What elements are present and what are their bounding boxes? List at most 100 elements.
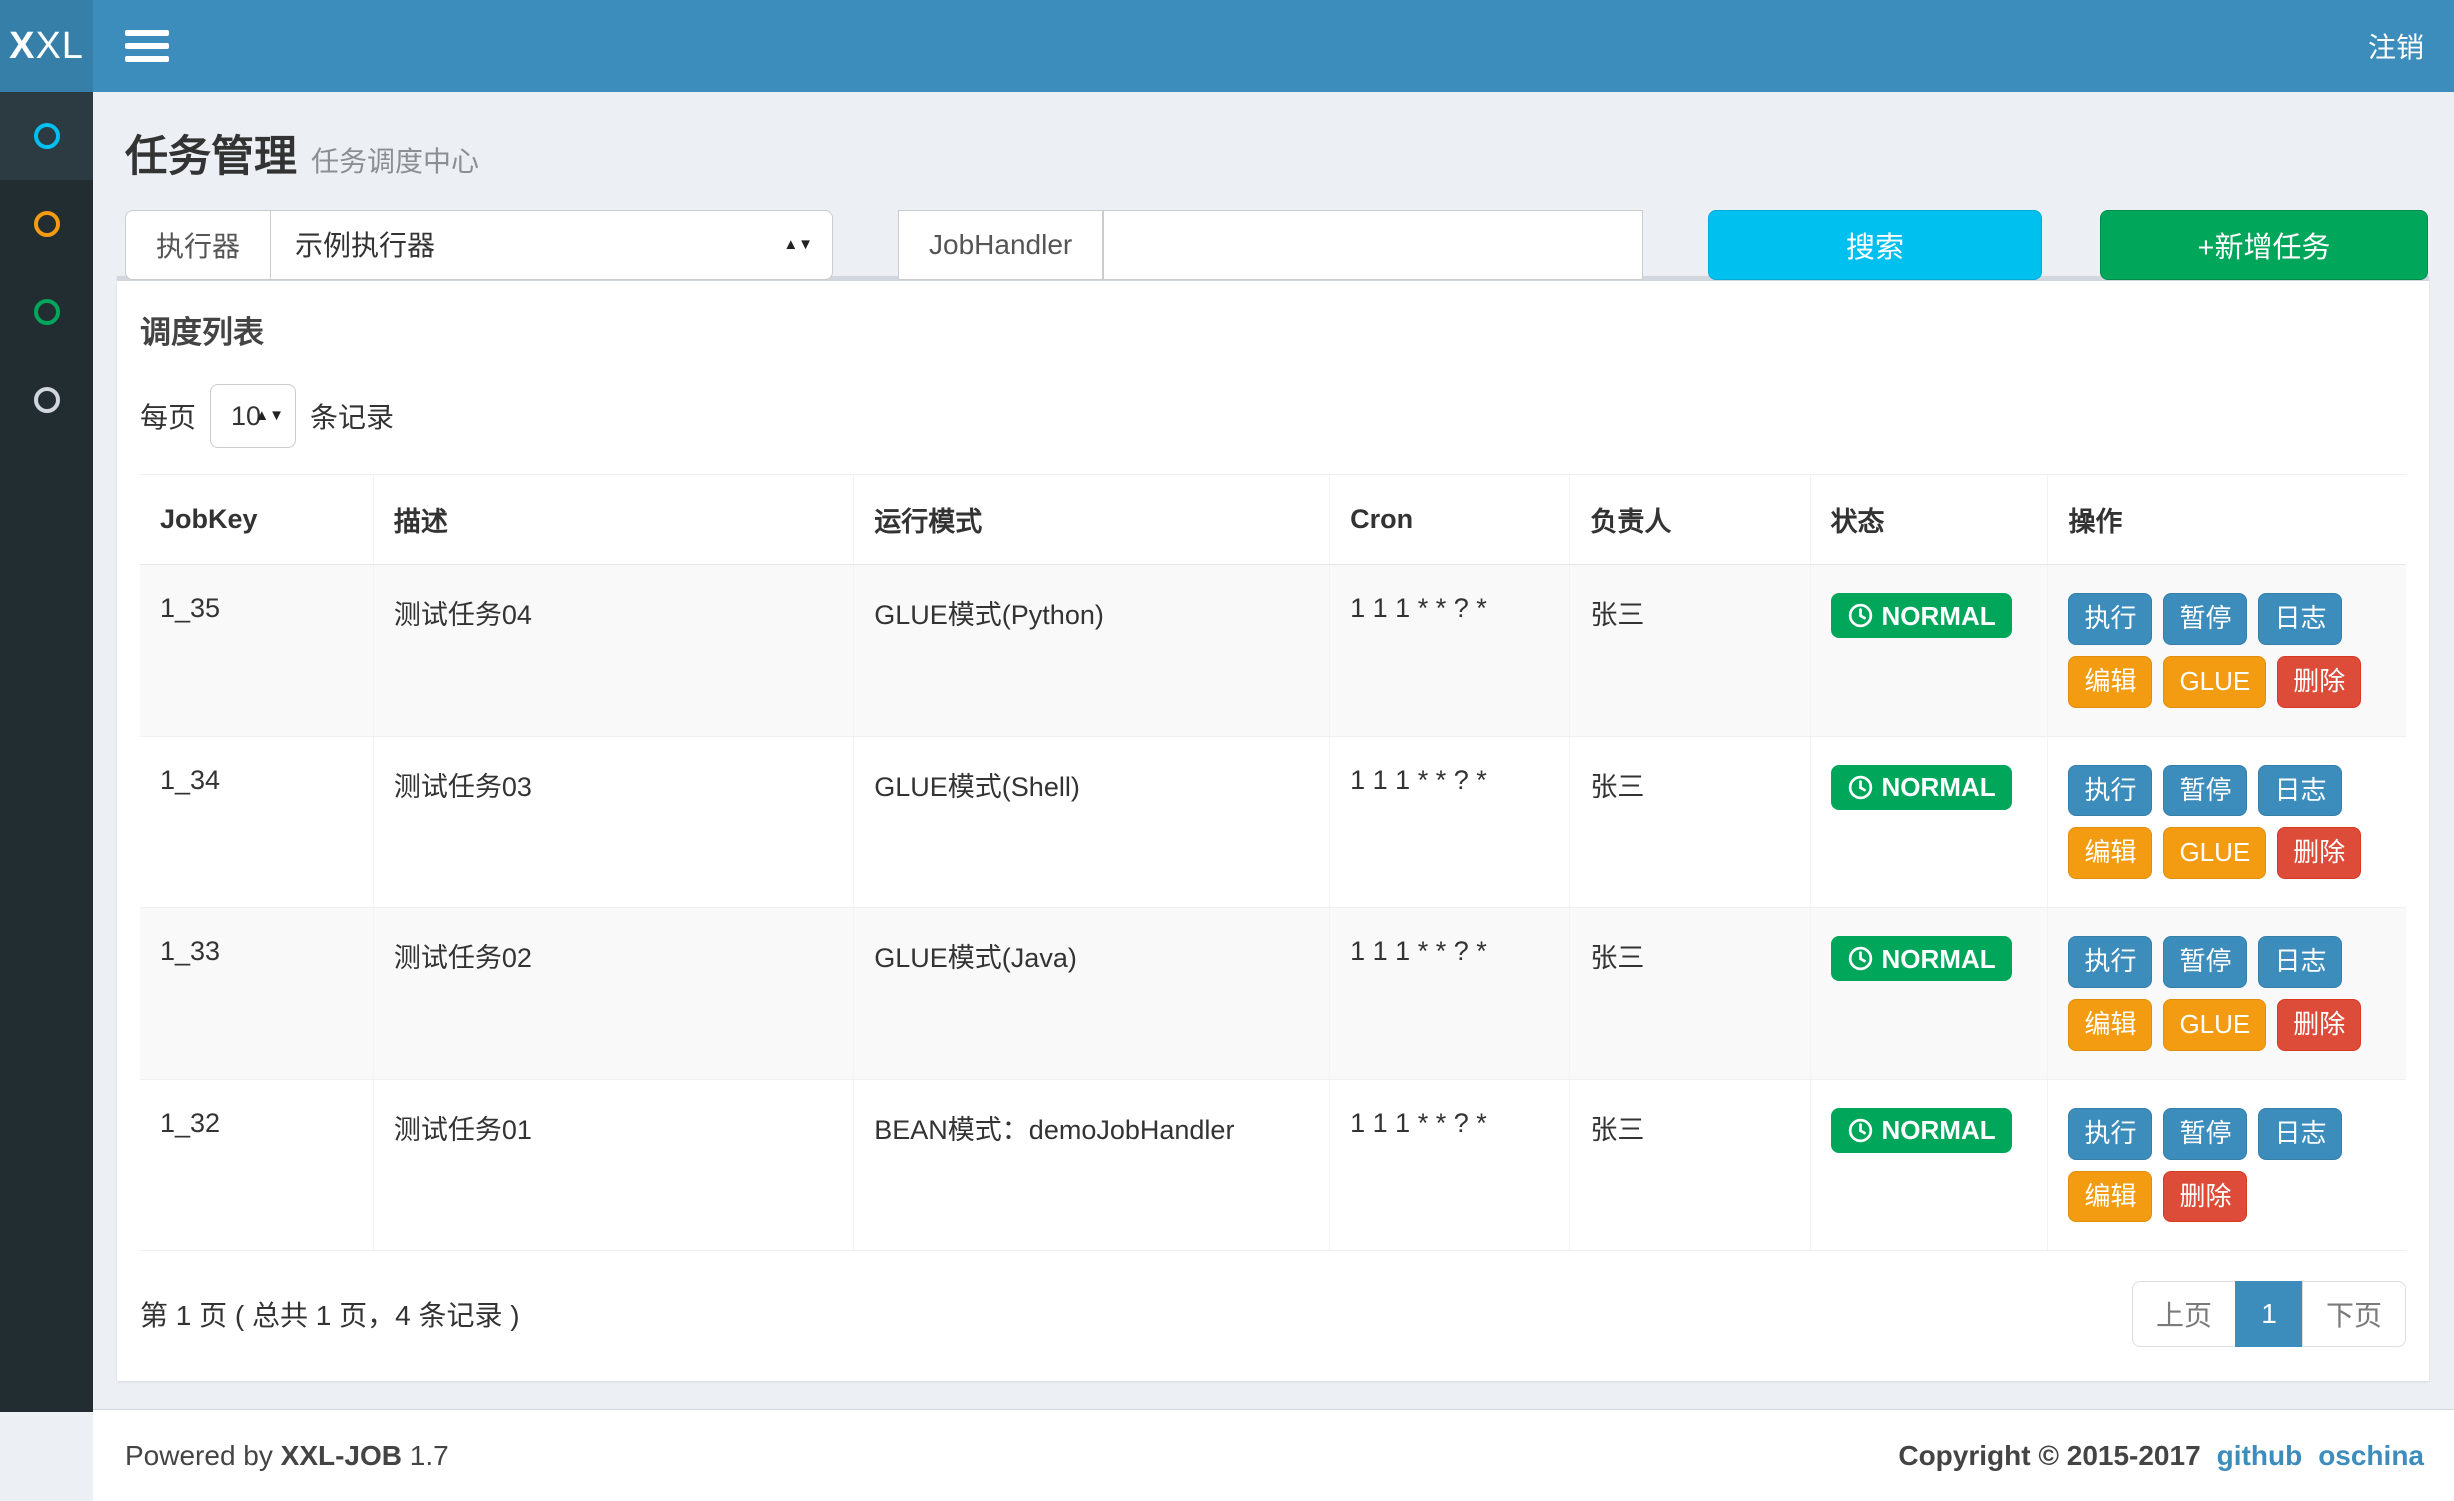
ops-cell: 执行暂停日志编辑删除 — [2048, 1079, 2406, 1251]
sidebar-toggle-icon[interactable] — [125, 24, 169, 68]
page-size-suffix: 条记录 — [310, 396, 394, 436]
jobkey-cell: 1_32 — [140, 1079, 373, 1251]
page-size-select[interactable]: 10 — [210, 384, 296, 448]
pause-button[interactable]: 暂停 — [2163, 936, 2247, 988]
cron-cell: 1 1 1 * * ? * — [1330, 908, 1570, 1080]
delete-button[interactable]: 删除 — [2163, 1171, 2247, 1223]
pause-button[interactable]: 暂停 — [2163, 1108, 2247, 1160]
search-button[interactable]: 搜索 — [1708, 210, 2042, 280]
column-header-cron: Cron — [1330, 475, 1570, 565]
edit-button[interactable]: 编辑 — [2068, 999, 2152, 1051]
jobkey-cell: 1_35 — [140, 565, 373, 737]
owner-cell: 张三 — [1570, 908, 1810, 1080]
edit-button[interactable]: 编辑 — [2068, 1171, 2152, 1223]
owner-cell: 张三 — [1570, 736, 1810, 908]
glue-button[interactable]: GLUE — [2163, 999, 2266, 1051]
page-title-text: 任务管理 — [125, 122, 297, 184]
status-badge: NORMAL — [1831, 1108, 2012, 1153]
status-text: NORMAL — [1882, 774, 1996, 800]
logout-link[interactable]: 注销 — [2368, 26, 2424, 66]
status-cell: NORMAL — [1810, 736, 2048, 908]
content-wrapper: 任务管理 任务调度中心 执行器 示例执行器 ▲▼ JobHandler 搜索 +… — [93, 92, 2454, 1381]
status-text: NORMAL — [1882, 946, 1996, 972]
oschina-link[interactable]: oschina — [2318, 1440, 2424, 1472]
panel-title: 调度列表 — [140, 281, 2406, 352]
sidebar-item-2[interactable] — [0, 180, 93, 268]
delete-button[interactable]: 删除 — [2277, 656, 2361, 708]
executor-select[interactable]: 示例执行器 — [270, 210, 833, 280]
copyright-text: Copyright © 2015-2017 — [1898, 1440, 2200, 1472]
copyright: Copyright © 2015-2017 github oschina — [1898, 1440, 2424, 1472]
jobhandler-input[interactable] — [1103, 210, 1643, 280]
executor-filter-group: 执行器 示例执行器 ▲▼ — [125, 210, 833, 280]
desc-cell: 测试任务04 — [373, 565, 853, 737]
pager: 上页 1 下页 — [2132, 1281, 2406, 1347]
mode-cell: GLUE模式(Java) — [854, 908, 1330, 1080]
jobkey-cell: 1_33 — [140, 908, 373, 1080]
prev-page-button[interactable]: 上页 — [2132, 1281, 2236, 1347]
filter-toolbar: 执行器 示例执行器 ▲▼ JobHandler 搜索 +新增任务 — [125, 210, 2428, 280]
executor-label: 执行器 — [125, 210, 270, 280]
delete-button[interactable]: 删除 — [2277, 999, 2361, 1051]
log-button[interactable]: 日志 — [2258, 765, 2342, 817]
table-header-row: JobKey 描述 运行模式 Cron 负责人 状态 操作 — [140, 475, 2406, 565]
page-title: 任务管理 任务调度中心 — [125, 122, 2424, 184]
circle-icon — [34, 299, 60, 325]
github-link[interactable]: github — [2217, 1440, 2303, 1472]
glue-button[interactable]: GLUE — [2163, 656, 2266, 708]
status-badge: NORMAL — [1831, 936, 2012, 981]
glue-button[interactable]: GLUE — [2163, 827, 2266, 879]
jobkey-cell: 1_34 — [140, 736, 373, 908]
status-text: NORMAL — [1882, 1117, 1996, 1143]
column-header-desc: 描述 — [373, 475, 853, 565]
sidebar-item-1[interactable] — [0, 92, 93, 180]
sidebar-item-4[interactable] — [0, 356, 93, 444]
run-button[interactable]: 执行 — [2068, 1108, 2152, 1160]
powered-by: Powered by XXL-JOB 1.7 — [125, 1440, 449, 1472]
pause-button[interactable]: 暂停 — [2163, 765, 2247, 817]
product-version: 1.7 — [410, 1440, 449, 1471]
logo-text-bold: X — [9, 25, 35, 68]
log-button[interactable]: 日志 — [2258, 593, 2342, 645]
run-button[interactable]: 执行 — [2068, 936, 2152, 988]
page-footer: Powered by XXL-JOB 1.7 Copyright © 2015-… — [93, 1409, 2454, 1501]
edit-button[interactable]: 编辑 — [2068, 656, 2152, 708]
log-button[interactable]: 日志 — [2258, 1108, 2342, 1160]
pagination-bar: 第 1 页 ( 总共 1 页，4 条记录 ) 上页 1 下页 — [140, 1251, 2406, 1381]
cron-cell: 1 1 1 * * ? * — [1330, 565, 1570, 737]
jobhandler-filter-group: JobHandler — [898, 210, 1643, 280]
add-job-button[interactable]: +新增任务 — [2100, 210, 2428, 280]
pause-button[interactable]: 暂停 — [2163, 593, 2247, 645]
edit-button[interactable]: 编辑 — [2068, 827, 2152, 879]
status-cell: NORMAL — [1810, 908, 2048, 1080]
clock-icon — [1847, 945, 1874, 972]
sidebar — [0, 92, 93, 1412]
clock-icon — [1847, 1117, 1874, 1144]
current-page-button[interactable]: 1 — [2235, 1281, 2303, 1347]
sidebar-item-3[interactable] — [0, 268, 93, 356]
status-cell: NORMAL — [1810, 1079, 2048, 1251]
pagination-info: 第 1 页 ( 总共 1 页，4 条记录 ) — [140, 1294, 520, 1334]
status-badge: NORMAL — [1831, 765, 2012, 810]
circle-icon — [34, 211, 60, 237]
run-button[interactable]: 执行 — [2068, 593, 2152, 645]
run-button[interactable]: 执行 — [2068, 765, 2152, 817]
page-size-control: 每页 10 ▲▼ 条记录 — [140, 384, 2406, 448]
powered-prefix: Powered by — [125, 1440, 273, 1471]
next-page-button[interactable]: 下页 — [2302, 1281, 2406, 1347]
column-header-mode: 运行模式 — [854, 475, 1330, 565]
page-size-prefix: 每页 — [140, 396, 196, 436]
column-header-jobkey: JobKey — [140, 475, 373, 565]
log-button[interactable]: 日志 — [2258, 936, 2342, 988]
page-subtitle: 任务调度中心 — [311, 140, 479, 180]
delete-button[interactable]: 删除 — [2277, 827, 2361, 879]
